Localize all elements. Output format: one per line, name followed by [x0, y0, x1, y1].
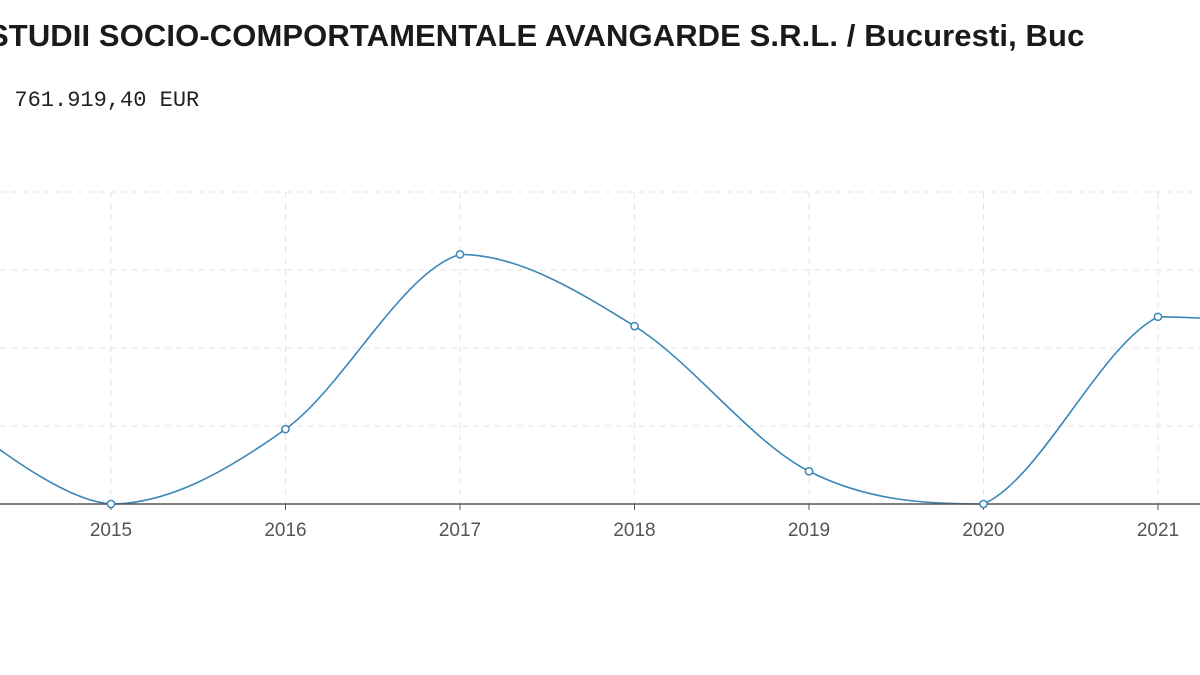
data-point-2019	[804, 466, 814, 476]
series-line	[0, 253, 1200, 505]
data-point-2018	[630, 321, 639, 331]
data-point-2021	[1153, 312, 1163, 322]
x-tick-label: 2018	[613, 520, 655, 541]
x-tick-label: 2021	[1137, 520, 1179, 541]
data-point-2020	[979, 499, 988, 509]
data-point-2016	[281, 424, 290, 434]
page-title: STUDII SOCIO-COMPORTAMENTALE AVANGARDE S…	[0, 18, 1085, 53]
x-axis	[0, 503, 1200, 510]
data-points	[106, 250, 1163, 509]
grid-lines	[0, 191, 1200, 504]
data-point-2015	[106, 499, 116, 509]
data-point-2017	[455, 250, 465, 259]
x-tick-label: 2019	[788, 520, 830, 541]
x-tick-label: 2016	[264, 520, 306, 541]
x-tick-labels: 2015 2016 2017 2018 2019 2020 2021	[90, 520, 1179, 541]
x-tick-label: 2020	[962, 520, 1004, 541]
series-lines	[0, 253, 1200, 505]
x-tick-label: 2017	[439, 520, 481, 541]
page-subtitle: / 761.919,40 EUR	[0, 88, 200, 113]
x-tick-label: 2015	[90, 520, 132, 541]
